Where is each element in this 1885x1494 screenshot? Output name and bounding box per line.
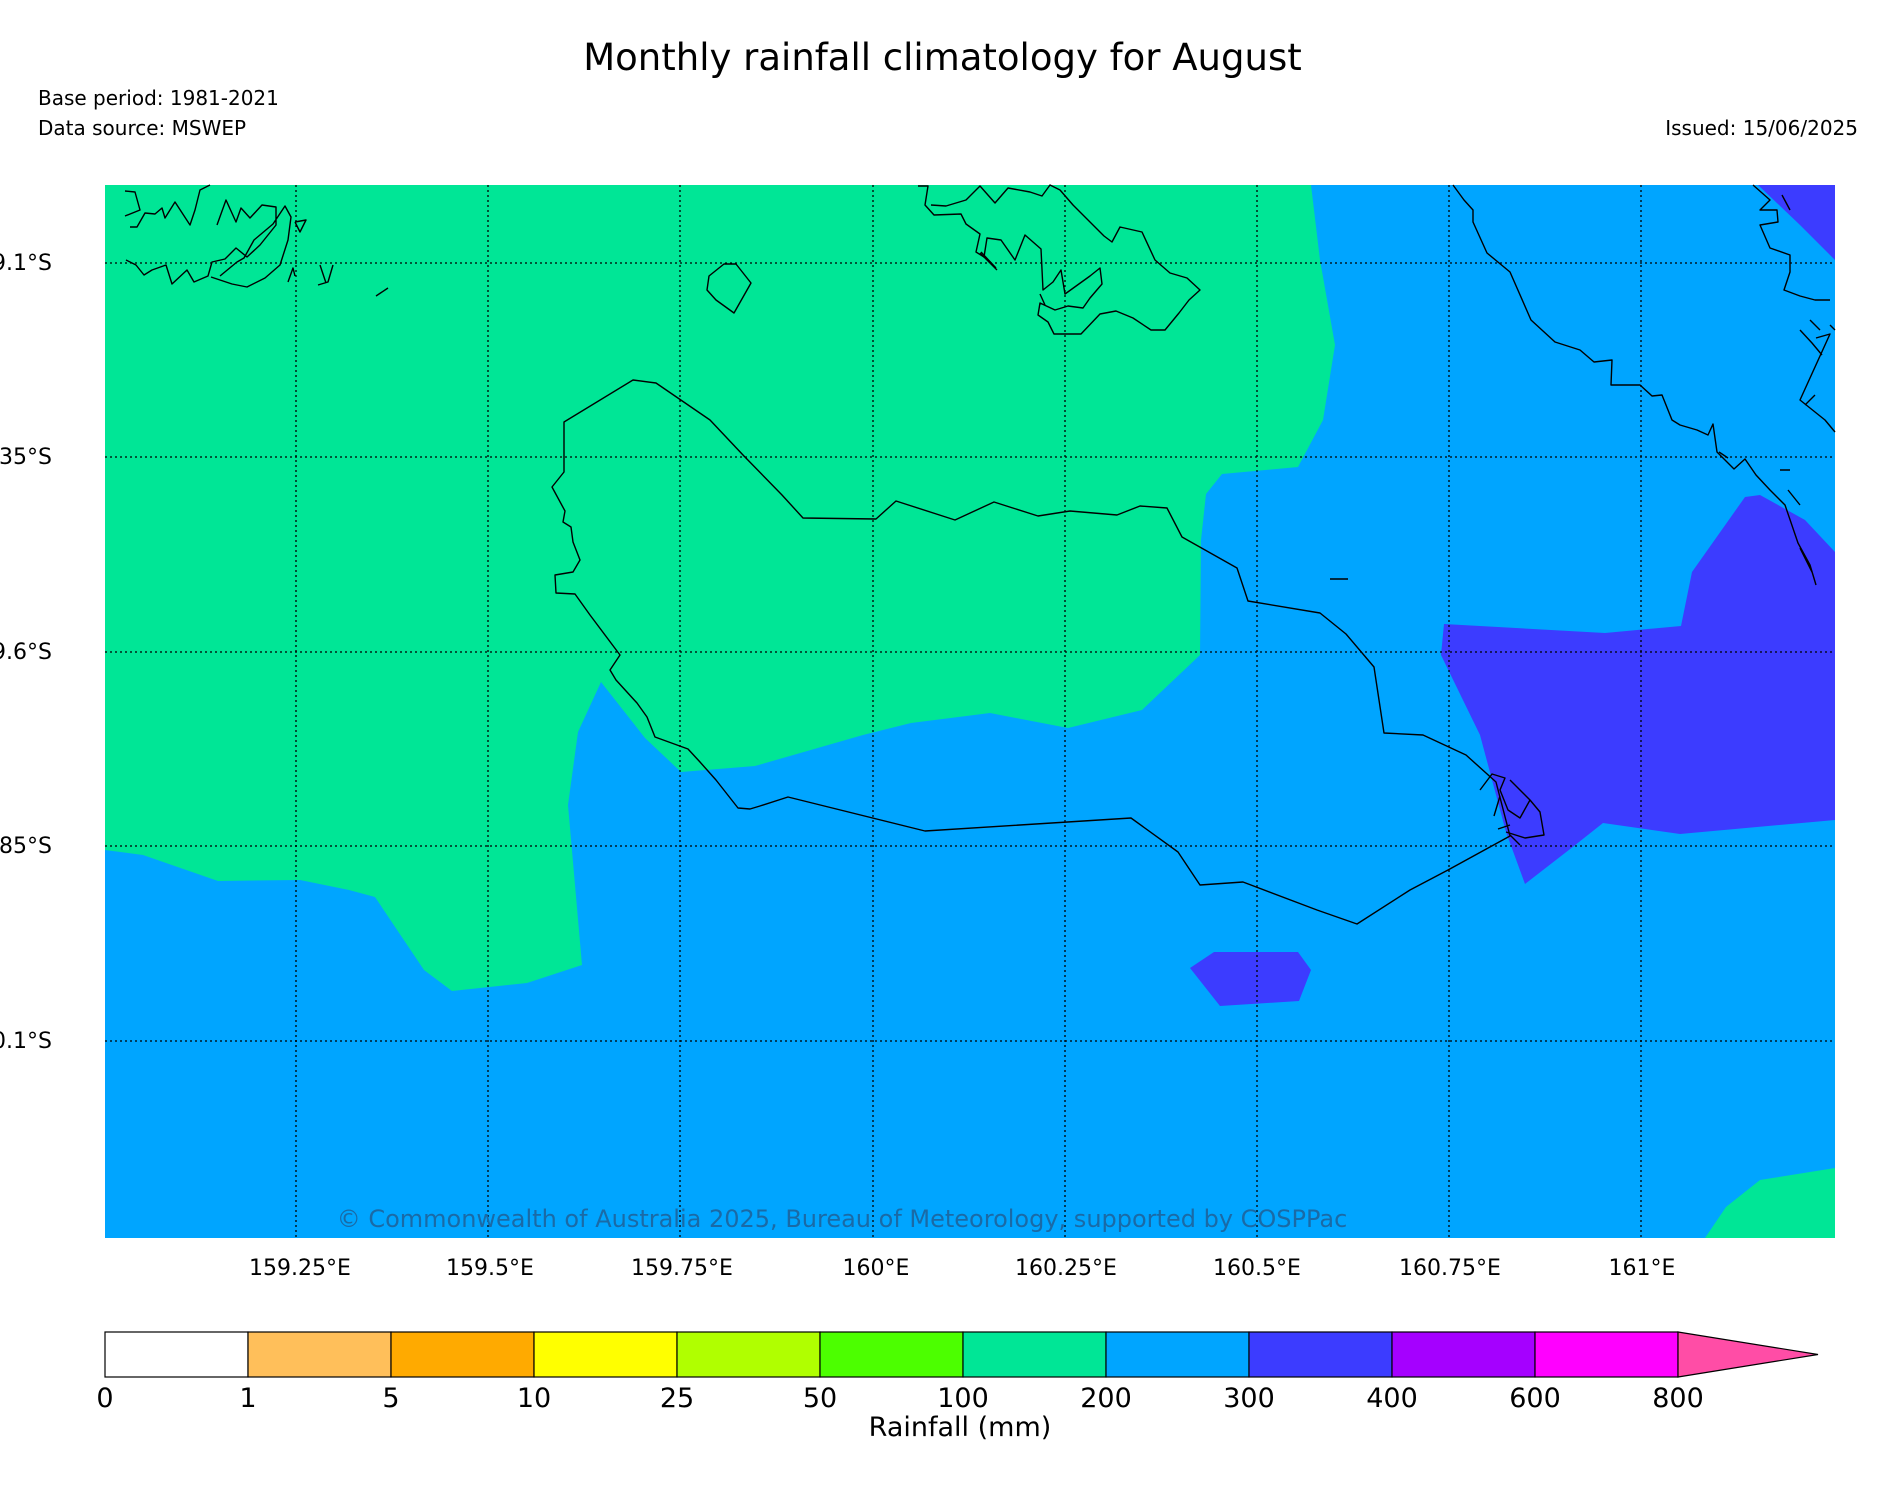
lon-label: 160.5°E bbox=[1213, 1256, 1301, 1281]
malaita-north bbox=[1752, 184, 1830, 331]
colorbar-tick-label: 400 bbox=[1366, 1383, 1418, 1414]
field-300-400-northeast bbox=[1758, 185, 1835, 260]
colorbar-tick-label: 600 bbox=[1509, 1383, 1561, 1414]
colorbar-tick-label: 300 bbox=[1223, 1383, 1275, 1414]
coastlines bbox=[124, 184, 1836, 925]
lon-label: 159.25°E bbox=[249, 1256, 351, 1281]
colorbar-swatch bbox=[676, 1331, 821, 1378]
lat-label: 9.1°S bbox=[0, 251, 52, 276]
lat-label: 9.35°S bbox=[0, 445, 52, 470]
colorbar-tick-label: 1 bbox=[239, 1383, 256, 1414]
latitude-labels: 9.1°S 9.35°S 9.6°S 9.85°S 10.1°S bbox=[0, 251, 52, 1054]
colorbar-tick-label: 10 bbox=[517, 1383, 551, 1414]
colorbar-swatch bbox=[104, 1331, 249, 1378]
colorbar-swatch bbox=[962, 1331, 1107, 1378]
data-source: Data source: MSWEP bbox=[38, 116, 247, 140]
lon-label: 160°E bbox=[843, 1256, 910, 1281]
russell-islets bbox=[287, 219, 389, 297]
longitude-labels: 159.25°E 159.5°E 159.75°E 160°E 160.25°E… bbox=[249, 1256, 1675, 1281]
malaita-islets bbox=[1330, 578, 1545, 846]
lat-label: 9.6°S bbox=[0, 640, 52, 665]
field-300-400-blob bbox=[1190, 952, 1311, 1006]
field-300-400-east bbox=[1441, 495, 1835, 884]
colorbar-tick-label: 5 bbox=[382, 1383, 399, 1414]
colorbar: 0 1 5 10 25 50 100 200 300 400 600 800 bbox=[96, 1331, 1819, 1414]
colorbar-swatch bbox=[247, 1331, 392, 1378]
colorbar-swatch bbox=[390, 1331, 535, 1378]
guadalcanal-coast bbox=[551, 379, 1511, 925]
rainfall-fields bbox=[105, 185, 1835, 1238]
colorbar-swatch bbox=[819, 1331, 964, 1378]
malaita-coast bbox=[1452, 184, 1836, 586]
lon-label: 160.25°E bbox=[1015, 1256, 1117, 1281]
russell-islands bbox=[124, 184, 292, 288]
colorbar-swatch bbox=[1391, 1331, 1536, 1378]
florida-islet bbox=[980, 251, 997, 269]
copyright-notice: © Commonwealth of Australia 2025, Bureau… bbox=[337, 1205, 1348, 1233]
lon-label: 160.75°E bbox=[1399, 1256, 1501, 1281]
lat-label: 9.85°S bbox=[0, 834, 52, 859]
lon-label: 159.75°E bbox=[631, 1256, 733, 1281]
colorbar-swatch bbox=[1105, 1331, 1250, 1378]
savo-island bbox=[706, 263, 752, 314]
nggela-coast bbox=[918, 184, 1201, 335]
colorbar-extend-arrow bbox=[1677, 1331, 1819, 1378]
map-title: Monthly rainfall climatology for August bbox=[583, 36, 1302, 79]
colorbar-tick-label: 0 bbox=[96, 1383, 113, 1414]
colorbar-swatch bbox=[533, 1331, 678, 1378]
lon-label: 159.5°E bbox=[446, 1256, 534, 1281]
issued-date: Issued: 15/06/2025 bbox=[1665, 116, 1858, 140]
colorbar-tick-label: 50 bbox=[803, 1383, 837, 1414]
colorbar-swatch bbox=[1248, 1331, 1393, 1378]
colorbar-title: Rainfall (mm) bbox=[869, 1412, 1052, 1443]
colorbar-tick-label: 200 bbox=[1080, 1383, 1132, 1414]
nggela-islet bbox=[979, 252, 1046, 306]
colorbar-swatch bbox=[1534, 1331, 1679, 1378]
field-100-200-corner bbox=[1705, 1168, 1835, 1238]
lat-label: 10.1°S bbox=[0, 1029, 52, 1054]
colorbar-tick-label: 25 bbox=[660, 1383, 694, 1414]
graticule bbox=[105, 185, 1835, 1238]
lon-label: 161°E bbox=[1609, 1256, 1676, 1281]
colorbar-tick-label: 800 bbox=[1652, 1383, 1704, 1414]
base-period: Base period: 1981-2021 bbox=[38, 86, 279, 110]
field-100-200-main bbox=[105, 185, 1335, 991]
colorbar-tick-label: 100 bbox=[937, 1383, 989, 1414]
